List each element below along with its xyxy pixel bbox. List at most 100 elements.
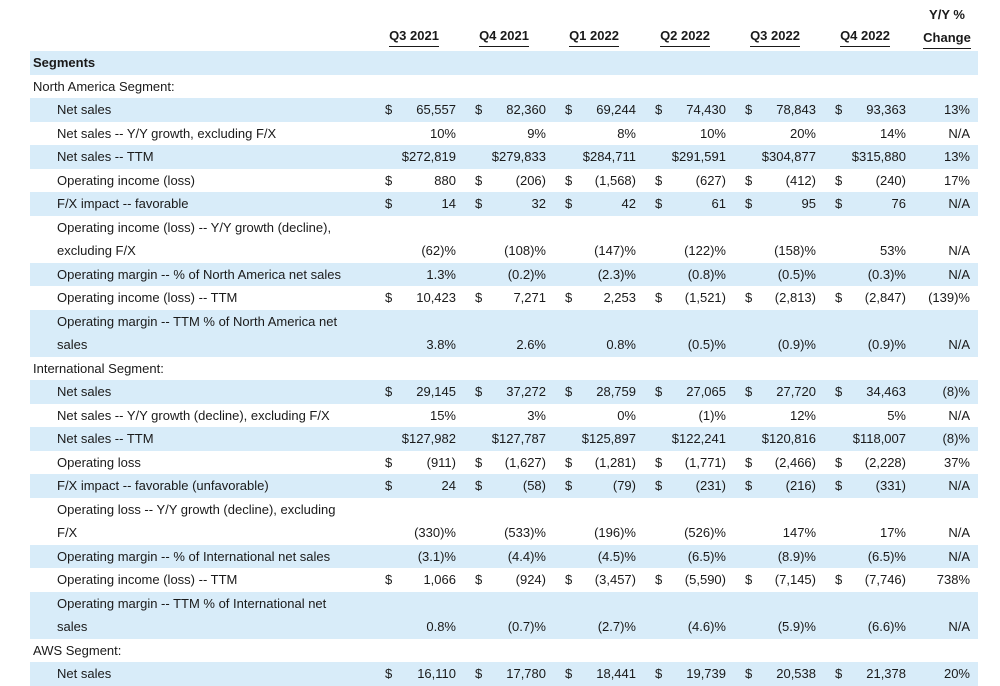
- cell-value: (412): [785, 172, 816, 188]
- cell-value: (4.5)%: [597, 548, 636, 564]
- cell-value: 16,110: [417, 666, 456, 681]
- table-cell: $ (58): [475, 474, 546, 498]
- table-cell: $78,843: [745, 98, 816, 122]
- table-cell: $291,591: [655, 145, 726, 169]
- table-row: Operating loss $ (911) $ (1,627) $ (1,281) $ (1,…: [30, 451, 978, 475]
- cell-value: 0.8%: [426, 619, 456, 634]
- header-q1-2022: Q1 2022: [565, 5, 623, 47]
- row-label: sales: [57, 619, 88, 634]
- header-q3-2021: Q3 2021: [385, 5, 443, 47]
- table-row: Operating loss -- Y/Y growth (decline), …: [30, 498, 978, 522]
- cell-value: (6.6)%: [867, 619, 906, 634]
- row-label: Operating income (loss) -- Y/Y growth (d…: [57, 219, 332, 235]
- cell-value: (147)%: [594, 243, 636, 258]
- currency-symbol: $: [475, 572, 483, 587]
- table-cell: (330)%: [385, 521, 456, 545]
- yy-change-value: N/A: [948, 619, 970, 634]
- yy-change-value: 13%: [943, 102, 970, 117]
- table-cell: $16,110: [385, 662, 456, 686]
- cell-value: (58): [522, 478, 546, 493]
- table-cell: $65,557: [385, 98, 456, 122]
- table-cell: $19,739: [655, 662, 726, 686]
- cell-value: (79): [612, 478, 636, 493]
- row-label: North America Segment:: [33, 78, 175, 94]
- cell-value: (627): [695, 172, 726, 188]
- row-label: International Segment:: [33, 360, 164, 376]
- table-cell: $20,538: [745, 662, 816, 686]
- currency-symbol: $: [565, 290, 573, 305]
- row-label: Net sales -- TTM: [57, 149, 154, 164]
- cell-value: 1.3%: [426, 266, 456, 282]
- row-label: Operating margin -- % of North America n…: [57, 266, 341, 282]
- table-cell: $272,819: [385, 145, 456, 169]
- table-cell: $ (1,281): [565, 451, 636, 475]
- cell-value: 0.8%: [606, 337, 636, 352]
- table-cell: $ (5,590): [655, 568, 726, 592]
- table-cell: $37,272: [475, 380, 546, 404]
- row-label: Net sales -- Y/Y growth (decline), exclu…: [57, 407, 330, 423]
- table-cell: $ (1,771): [655, 451, 726, 475]
- currency-symbol: $: [835, 454, 843, 470]
- table-cell: 14%: [835, 122, 906, 146]
- table-cell: 5%: [835, 404, 906, 428]
- currency-symbol: $: [835, 666, 843, 681]
- currency-symbol: $: [745, 102, 753, 117]
- row-label: F/X: [57, 525, 78, 540]
- currency-symbol: $: [565, 196, 573, 211]
- currency-symbol: $: [745, 172, 753, 188]
- cell-value: (158)%: [774, 243, 816, 258]
- currency-symbol: $: [385, 384, 393, 399]
- table-cell: $74,430: [655, 98, 726, 122]
- table-cell: $279,833: [475, 145, 546, 169]
- row-label: Operating income (loss): [57, 172, 195, 188]
- currency-symbol: $: [475, 196, 483, 211]
- currency-symbol: $: [475, 172, 483, 188]
- yy-change-value: 13%: [943, 149, 970, 164]
- currency-symbol: $: [745, 666, 753, 681]
- currency-symbol: $: [565, 572, 573, 587]
- table-cell: (0.5)%: [655, 333, 726, 357]
- row-label: Operating loss: [57, 454, 141, 470]
- row-label: Operating margin -- % of International n…: [57, 548, 331, 564]
- cell-value: 53%: [879, 243, 906, 258]
- cell-value: 3.8%: [426, 337, 456, 352]
- yy-change-value: 17%: [943, 172, 970, 188]
- table-row: excluding F/X (62)% (108)% (147)% (122)% (158…: [30, 239, 978, 263]
- cell-value: 12%: [789, 407, 816, 423]
- cell-value: $315,880: [851, 149, 906, 164]
- table-cell: (196)%: [565, 521, 636, 545]
- currency-symbol: $: [835, 102, 843, 117]
- cell-value: (1,627): [504, 454, 546, 470]
- table-row: Net sales -- Y/Y growth, excluding F/X 10…: [30, 122, 978, 146]
- header-q2-2022: Q2 2022: [655, 5, 715, 47]
- table-cell: $2,253: [565, 286, 636, 310]
- cell-value: (2.3)%: [597, 266, 636, 282]
- table-row: Operating margin -- TTM % of North Ameri…: [30, 309, 978, 333]
- table-cell: $ (2,466): [745, 451, 816, 475]
- header-yy-change: Y/Y % Change: [918, 2, 976, 49]
- table-row: sales 0.8% (0.7)% (2.7)% (4.6)% (5.9)% (6.6)% N…: [30, 615, 978, 639]
- table-body: Segments North America Segment: Net sales $…: [30, 51, 978, 686]
- cell-value: 34,463: [866, 384, 906, 399]
- row-label: Segments: [33, 55, 96, 70]
- table-cell: $76: [835, 192, 906, 216]
- table-cell: $61: [655, 192, 726, 216]
- currency-symbol: $: [745, 478, 753, 493]
- row-label: F/X impact -- favorable: [57, 196, 189, 211]
- cell-value: 24: [441, 478, 456, 493]
- segment-heading: AWS Segment:: [30, 639, 978, 663]
- table-cell: $1,066: [385, 568, 456, 592]
- table-cell: (122)%: [655, 239, 726, 263]
- table-cell: $284,711: [565, 145, 636, 169]
- table-cell: $34,463: [835, 380, 906, 404]
- table-cell: $69,244: [565, 98, 636, 122]
- cell-value: (330)%: [414, 525, 456, 540]
- cell-value: 29,145: [416, 384, 456, 399]
- currency-symbol: $: [565, 478, 573, 493]
- cell-value: (2.7)%: [597, 619, 636, 634]
- table-cell: 0.8%: [565, 333, 636, 357]
- table-cell: $93,363: [835, 98, 906, 122]
- cell-value: 20,538: [776, 666, 816, 681]
- table-row: Operating income (loss) $880 $ (206) $ (1,568…: [30, 169, 978, 193]
- cell-value: 10%: [429, 125, 456, 141]
